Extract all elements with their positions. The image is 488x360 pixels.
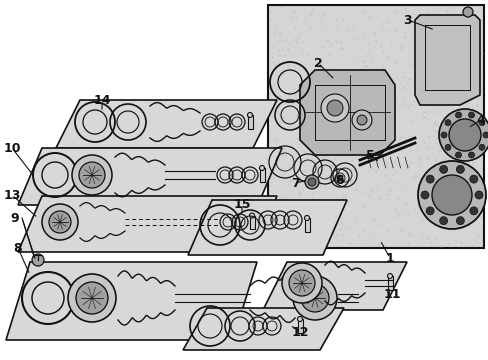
Polygon shape: [56, 100, 276, 148]
Circle shape: [326, 100, 342, 116]
Circle shape: [455, 217, 464, 225]
Circle shape: [444, 144, 450, 150]
Bar: [297, 319, 302, 333]
Bar: [386, 276, 392, 290]
Circle shape: [356, 115, 366, 125]
Polygon shape: [187, 200, 346, 255]
Polygon shape: [299, 70, 394, 155]
Bar: [267, 5, 483, 248]
Circle shape: [320, 94, 348, 122]
Text: 9: 9: [11, 212, 19, 225]
Circle shape: [247, 112, 252, 117]
Circle shape: [420, 191, 428, 199]
Circle shape: [482, 132, 488, 138]
Circle shape: [259, 166, 264, 171]
Circle shape: [32, 254, 44, 266]
Circle shape: [440, 132, 446, 138]
Circle shape: [386, 274, 392, 279]
Text: 11: 11: [383, 288, 400, 302]
Polygon shape: [414, 15, 479, 105]
Circle shape: [455, 165, 464, 173]
Text: 14: 14: [93, 94, 110, 107]
Polygon shape: [6, 262, 257, 340]
Circle shape: [474, 191, 482, 199]
Text: 12: 12: [291, 325, 308, 338]
Circle shape: [282, 263, 321, 303]
Circle shape: [425, 175, 433, 183]
Circle shape: [49, 211, 71, 233]
Circle shape: [307, 178, 315, 186]
Polygon shape: [183, 308, 343, 350]
Circle shape: [79, 162, 105, 188]
Circle shape: [68, 274, 116, 322]
Circle shape: [425, 207, 433, 215]
Text: 7: 7: [290, 176, 299, 189]
Circle shape: [249, 213, 254, 218]
Circle shape: [469, 207, 477, 215]
Circle shape: [292, 276, 336, 320]
Circle shape: [288, 270, 314, 296]
Bar: [304, 218, 309, 232]
Text: 2: 2: [313, 57, 322, 69]
Bar: [247, 115, 252, 129]
Circle shape: [42, 204, 78, 240]
Circle shape: [431, 175, 471, 215]
Circle shape: [336, 175, 342, 181]
Polygon shape: [263, 262, 406, 310]
Circle shape: [72, 155, 112, 195]
Text: 6: 6: [335, 174, 344, 186]
Text: 13: 13: [3, 189, 20, 202]
Polygon shape: [18, 148, 282, 205]
Circle shape: [305, 175, 318, 189]
Bar: [259, 168, 264, 182]
Text: 15: 15: [233, 198, 250, 211]
Circle shape: [76, 282, 108, 314]
Text: 3: 3: [403, 14, 411, 27]
Text: 4: 4: [476, 113, 485, 126]
Circle shape: [439, 217, 447, 225]
Circle shape: [455, 112, 461, 118]
Circle shape: [297, 316, 302, 321]
Circle shape: [478, 144, 484, 150]
Circle shape: [439, 165, 447, 173]
Text: 10: 10: [3, 141, 20, 154]
Circle shape: [468, 152, 473, 158]
Text: 1: 1: [385, 252, 393, 265]
Polygon shape: [18, 196, 276, 252]
Circle shape: [478, 120, 484, 126]
Circle shape: [469, 175, 477, 183]
Circle shape: [301, 284, 328, 312]
Circle shape: [304, 216, 309, 220]
Text: 5: 5: [365, 149, 374, 162]
Circle shape: [448, 119, 480, 151]
Text: 8: 8: [14, 242, 22, 255]
Circle shape: [468, 112, 473, 118]
Circle shape: [438, 109, 488, 161]
Circle shape: [462, 7, 472, 17]
Circle shape: [444, 120, 450, 126]
Circle shape: [351, 110, 371, 130]
Bar: [249, 216, 254, 229]
Circle shape: [455, 152, 461, 158]
Circle shape: [417, 161, 485, 229]
